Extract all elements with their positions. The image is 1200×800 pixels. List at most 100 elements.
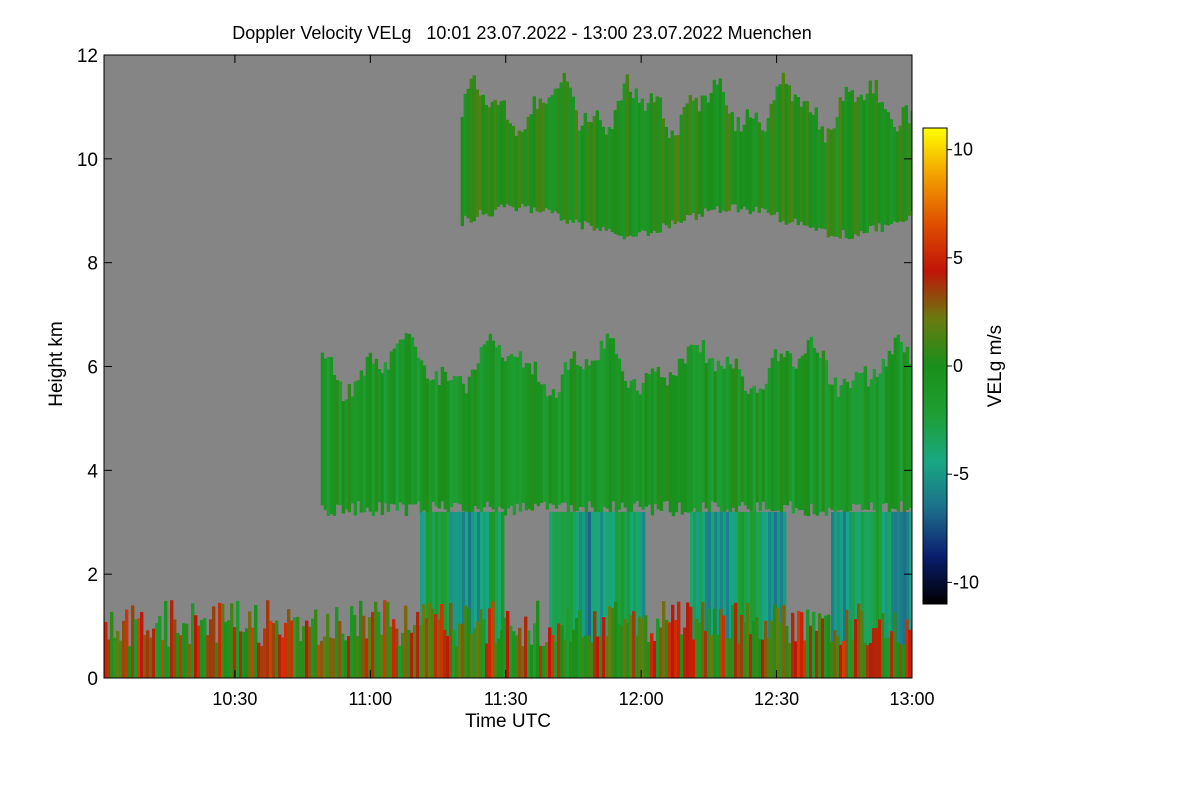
velocity-cell: [839, 385, 844, 510]
velocity-cell: [846, 511, 850, 678]
velocity-cell: [489, 511, 493, 678]
velocity-cell: [499, 101, 503, 205]
velocity-cell: [549, 511, 553, 678]
velocity-cell: [182, 623, 186, 678]
velocity-cell: [209, 619, 213, 678]
velocity-cell: [557, 392, 562, 505]
velocity-cell: [560, 625, 564, 678]
velocity-cell: [718, 78, 722, 213]
velocity-cell: [603, 511, 607, 678]
velocity-cell: [599, 340, 604, 514]
velocity-cell: [773, 349, 778, 511]
velocity-cell: [820, 126, 824, 229]
velocity-cell: [245, 628, 249, 678]
velocity-cell: [453, 511, 457, 678]
velocity-cell: [731, 368, 736, 508]
velocity-cell: [604, 134, 608, 231]
velocity-cell: [386, 601, 390, 678]
velocity-cell: [509, 354, 514, 506]
velocity-cell: [521, 367, 526, 504]
velocity-cell: [665, 385, 670, 502]
velocity-cell: [620, 371, 625, 503]
velocity-cell: [425, 378, 430, 514]
velocity-cell: [581, 637, 585, 678]
velocity-cell: [689, 344, 694, 512]
velocity-cell: [432, 511, 436, 678]
velocity-cell: [401, 632, 405, 678]
velocity-cell: [580, 125, 584, 230]
velocity-cell: [458, 623, 462, 678]
velocity-cell: [428, 380, 433, 517]
velocity-cell: [665, 619, 669, 678]
velocity-cell: [650, 368, 655, 516]
velocity-cell: [812, 611, 816, 678]
velocity-cell: [566, 369, 571, 516]
velocity-cell: [649, 93, 653, 234]
velocity-cell: [605, 333, 610, 509]
velocity-cell: [734, 358, 739, 514]
velocity-cell: [906, 511, 910, 678]
velocity-cell: [573, 511, 577, 678]
velocity-cell: [865, 93, 869, 233]
velocity-cell: [191, 603, 195, 678]
velocity-cell: [496, 104, 500, 207]
velocity-cell: [501, 511, 505, 678]
velocity-cell: [631, 98, 635, 237]
velocity-cell: [179, 635, 183, 678]
velocity-cell: [497, 345, 502, 507]
velocity-cell: [547, 97, 551, 210]
velocity-cell: [505, 119, 509, 205]
velocity-cell: [844, 86, 848, 239]
velocity-cell: [849, 511, 853, 678]
velocity-cell: [674, 620, 678, 678]
velocity-cell: [149, 637, 153, 678]
velocity-cell: [737, 369, 742, 507]
velocity-cell: [854, 619, 858, 678]
velocity-cell: [107, 639, 111, 678]
velocity-cell: [476, 621, 480, 678]
velocity-cell: [728, 364, 733, 516]
velocity-cell: [347, 636, 351, 678]
velocity-cell: [836, 396, 841, 511]
velocity-cell: [212, 606, 216, 678]
velocity-cell: [806, 609, 810, 678]
velocity-cell: [542, 384, 547, 502]
velocity-cell: [491, 601, 495, 678]
velocity-cell: [727, 113, 731, 211]
velocity-cell: [332, 638, 336, 678]
velocity-cell: [587, 365, 592, 502]
velocity-cell: [473, 628, 477, 678]
velocity-cell: [587, 635, 591, 678]
velocity-cell: [575, 617, 579, 678]
velocity-cell: [636, 511, 640, 678]
velocity-cell: [760, 130, 764, 208]
velocity-cell: [776, 607, 780, 678]
velocity-cell: [554, 641, 558, 678]
velocity-cell: [410, 632, 414, 678]
velocity-cell: [641, 618, 645, 678]
velocity-cell: [901, 107, 905, 222]
velocity-cell: [344, 640, 348, 678]
velocity-cell: [719, 365, 724, 517]
velocity-cell: [206, 635, 210, 678]
velocity-cell: [710, 357, 715, 502]
velocity-cell: [743, 622, 747, 678]
velocity-cell: [104, 622, 108, 678]
velocity-cell: [446, 380, 451, 514]
velocity-cell: [407, 333, 412, 505]
velocity-cell: [359, 370, 364, 513]
velocity-cell: [788, 643, 792, 678]
velocity-cell: [416, 611, 420, 678]
velocity-cell: [886, 112, 890, 226]
velocity-cell: [658, 97, 662, 233]
velocity-cell: [601, 126, 605, 227]
velocity-cell: [578, 609, 582, 678]
velocity-cell: [755, 617, 759, 678]
velocity-cell: [441, 511, 445, 678]
velocity-cell: [320, 640, 324, 678]
velocity-cell: [128, 646, 132, 678]
velocity-cell: [720, 511, 724, 678]
velocity-cell: [662, 601, 666, 678]
velocity-cell: [656, 618, 660, 678]
velocity-cell: [902, 352, 907, 514]
